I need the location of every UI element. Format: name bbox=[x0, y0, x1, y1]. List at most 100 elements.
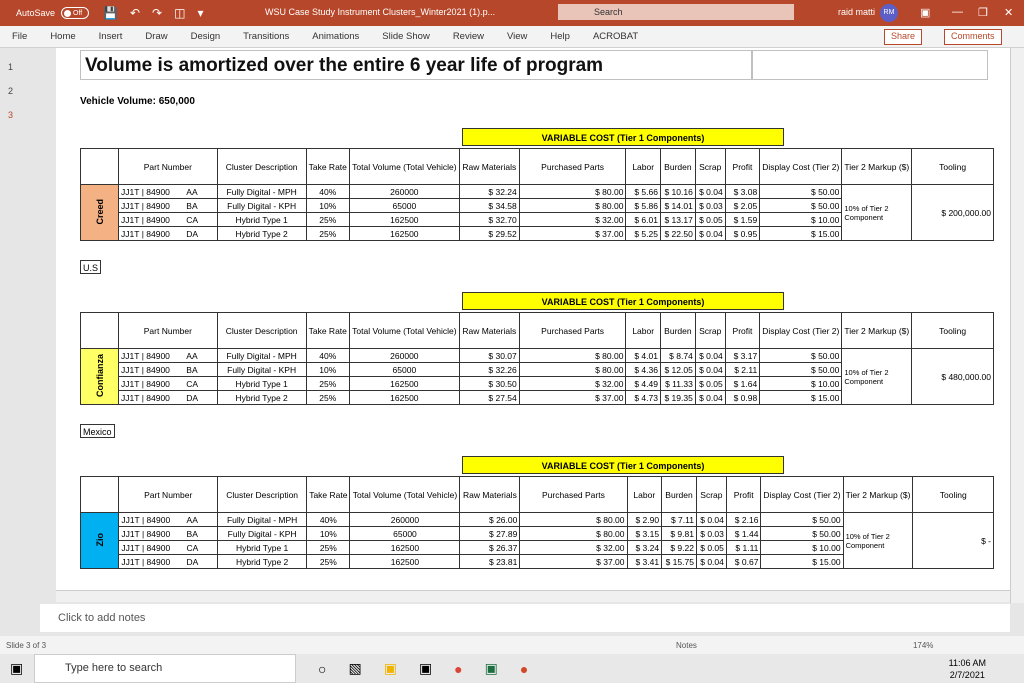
search-input[interactable]: Search bbox=[558, 4, 794, 20]
purchased-parts: $ 80.00 bbox=[518, 184, 627, 199]
region-label: U.S bbox=[80, 260, 102, 274]
profit: $ 1.11 bbox=[725, 540, 762, 555]
tab-acrobat[interactable]: ACROBAT bbox=[592, 31, 639, 42]
raw-materials: $ 32.70 bbox=[458, 212, 520, 227]
total-volume: 162500 bbox=[348, 376, 460, 391]
display-cost: $ 10.00 bbox=[759, 376, 843, 391]
tab-home[interactable]: Home bbox=[50, 31, 76, 42]
slide-thumb-1[interactable]: 1 bbox=[8, 62, 14, 72]
column-header: Burden bbox=[659, 312, 696, 349]
labor: $ 4.36 bbox=[625, 362, 661, 377]
raw-materials: $ 29.52 bbox=[458, 226, 520, 241]
tab-view[interactable]: View bbox=[506, 31, 528, 42]
labor: $ 4.73 bbox=[625, 390, 661, 405]
total-volume: 260000 bbox=[348, 348, 460, 363]
burden: $ 7.11 bbox=[661, 512, 697, 527]
part-number: JJ1T | 84900 CA bbox=[118, 376, 218, 391]
minimize-icon[interactable]: — bbox=[952, 6, 963, 18]
tab-file[interactable]: File bbox=[12, 31, 28, 42]
store-icon[interactable]: ▣ bbox=[418, 660, 433, 676]
tab-design[interactable]: Design bbox=[190, 31, 221, 42]
slide-title[interactable]: Volume is amortized over the entire 6 ye… bbox=[80, 50, 752, 80]
chevron-down-icon[interactable]: ▾ bbox=[197, 6, 204, 20]
zoom-level[interactable]: 174% bbox=[912, 640, 934, 650]
cluster-description: Hybrid Type 2 bbox=[216, 390, 307, 405]
cost-table: Part Number Cluster Description Take Rate T… bbox=[79, 476, 994, 569]
part-number: JJ1T | 84900 AA bbox=[118, 348, 218, 363]
tab-draw[interactable]: Draw bbox=[145, 31, 168, 42]
column-header: Take Rate bbox=[305, 148, 350, 185]
cortana-icon[interactable]: ○ bbox=[318, 660, 327, 677]
display-cost: $ 10.00 bbox=[760, 540, 844, 555]
raw-materials: $ 23.81 bbox=[459, 554, 521, 569]
close-icon[interactable]: ✕ bbox=[1004, 7, 1014, 19]
tab-slide-show[interactable]: Slide Show bbox=[382, 31, 430, 42]
display-cost: $ 15.00 bbox=[760, 554, 844, 569]
file-explorer-icon[interactable]: ▣ bbox=[383, 660, 397, 676]
present-icon[interactable]: ◫ bbox=[174, 6, 186, 20]
tab-animations[interactable]: Animations bbox=[312, 31, 360, 42]
part-number: JJ1T | 84900 BA bbox=[118, 526, 219, 541]
chrome-icon[interactable]: ● bbox=[454, 660, 463, 677]
purchased-parts: $ 80.00 bbox=[518, 198, 627, 213]
slide-counter: Slide 3 of 3 bbox=[6, 640, 47, 650]
cost-table: Part Number Cluster Description Take Rate T… bbox=[79, 148, 994, 241]
taskbar-search-input[interactable]: Type here to search bbox=[34, 654, 296, 683]
avatar[interactable]: RM bbox=[880, 4, 898, 22]
raw-materials: $ 30.50 bbox=[458, 376, 520, 391]
notes-button[interactable]: Notes bbox=[676, 640, 697, 650]
undo-icon[interactable]: ↶ bbox=[129, 6, 141, 20]
tab-help[interactable]: Help bbox=[550, 31, 570, 42]
slide-thumb-2[interactable]: 2 bbox=[8, 86, 14, 96]
slide-canvas[interactable]: Volume is amortized over the entire 6 ye… bbox=[56, 48, 1010, 598]
column-header: Labor bbox=[625, 312, 661, 349]
task-view-icon[interactable]: ▧ bbox=[348, 660, 362, 676]
tab-insert[interactable]: Insert bbox=[98, 31, 123, 42]
notes-pane[interactable]: Click to add notes bbox=[40, 604, 1010, 632]
supplier-label: Creed bbox=[79, 184, 120, 241]
cluster-description: Fully Digital - KPH bbox=[216, 198, 307, 213]
take-rate: 25% bbox=[306, 554, 351, 569]
horizontal-scrollbar[interactable] bbox=[56, 590, 1010, 602]
burden: $ 10.16 bbox=[659, 184, 696, 199]
restore-icon[interactable]: ❐ bbox=[978, 7, 988, 19]
purchased-parts: $ 80.00 bbox=[518, 362, 627, 377]
comments-button[interactable]: Comments bbox=[944, 29, 1002, 45]
autosave-toggle[interactable]: Off bbox=[61, 7, 90, 19]
total-volume: 162500 bbox=[348, 212, 460, 227]
display-cost: $ 10.00 bbox=[759, 212, 843, 227]
display-cost: $ 50.00 bbox=[760, 512, 844, 527]
share-button[interactable]: Share bbox=[884, 29, 923, 45]
tab-review[interactable]: Review bbox=[452, 31, 484, 42]
column-header: Display Cost (Tier 2) bbox=[759, 148, 843, 185]
powerpoint-icon[interactable]: ● bbox=[519, 660, 529, 677]
taskbar-clock[interactable]: 11:06 AM 2/7/2021 bbox=[948, 658, 986, 680]
burden: $ 22.50 bbox=[659, 226, 696, 241]
tooling-value: $ 200,000.00 bbox=[911, 184, 994, 241]
cluster-description: Fully Digital - MPH bbox=[216, 184, 307, 199]
redo-icon[interactable]: ↷ bbox=[152, 6, 163, 20]
status-bar: Slide 3 of 3 Notes 174% bbox=[0, 636, 1024, 654]
slide-thumb-3[interactable]: 3 bbox=[8, 110, 14, 120]
table-row: JJ1T | 84900 CA Hybrid Type 1 25% 162500 $ 3… bbox=[81, 212, 994, 227]
column-header: Display Cost (Tier 2) bbox=[760, 476, 844, 513]
part-number: JJ1T | 84900 AA bbox=[118, 512, 219, 527]
ribbon-display-icon[interactable]: ▣ bbox=[920, 7, 931, 19]
table-row: Zio JJ1T | 84900 AA Fully Digital - MPH 40%… bbox=[79, 512, 994, 569]
purchased-parts: $ 80.00 bbox=[518, 348, 627, 363]
cluster-description: Fully Digital - KPH bbox=[216, 362, 307, 377]
markup-note: 10% of Tier 2 Component bbox=[842, 512, 914, 569]
display-cost: $ 15.00 bbox=[759, 226, 843, 241]
save-icon[interactable]: 💾 bbox=[103, 6, 118, 20]
cluster-description: Hybrid Type 1 bbox=[217, 540, 308, 555]
scrap: $ 0.04 bbox=[695, 554, 727, 569]
tab-transitions[interactable]: Transitions bbox=[243, 31, 290, 42]
column-header: Scrap bbox=[694, 312, 726, 349]
raw-materials: $ 30.07 bbox=[458, 348, 520, 363]
supplier-header bbox=[79, 148, 120, 185]
excel-icon[interactable]: ▣ bbox=[484, 660, 498, 676]
display-cost: $ 50.00 bbox=[759, 198, 843, 213]
vertical-scrollbar[interactable] bbox=[1010, 48, 1024, 603]
scrap: $ 0.04 bbox=[694, 348, 726, 363]
windows-start-icon[interactable]: ▣ bbox=[10, 660, 24, 676]
